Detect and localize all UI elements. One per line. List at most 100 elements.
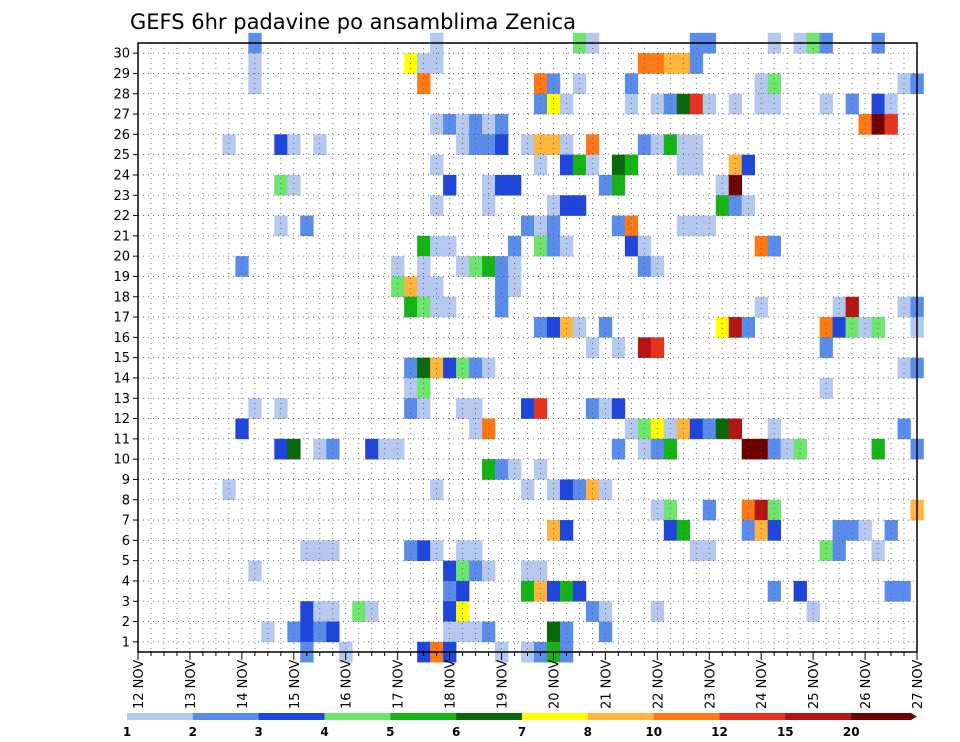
heatmap-cell — [521, 215, 535, 237]
heatmap-cell — [482, 560, 496, 582]
heatmap-cell — [598, 621, 613, 643]
x-axis: 12 NOV 13 NOV 14 NOV 15 NOV 16 NOV 17 NOV 18 N… — [132, 652, 926, 709]
heatmap-cell — [300, 540, 314, 561]
heatmap-cell — [702, 499, 717, 521]
heatmap-cell — [897, 296, 911, 318]
heatmap-cell — [572, 580, 587, 602]
heatmap-cell — [533, 560, 548, 582]
heatmap-cell — [287, 134, 301, 155]
heatmap-cell — [313, 601, 327, 622]
heatmap-cell — [300, 601, 314, 622]
y-tick-label: 12 — [113, 412, 130, 427]
y-tick-label: 30 — [113, 47, 130, 62]
heatmap-cell — [482, 114, 496, 135]
heatmap-cell — [533, 459, 548, 480]
x-tick-label: 26 NOV — [859, 660, 874, 709]
heatmap-cell — [495, 114, 509, 135]
heatmap-cell — [430, 540, 444, 561]
heatmap-cell — [676, 134, 691, 155]
heatmap-cell — [650, 601, 665, 622]
heatmap-cell — [417, 357, 431, 379]
colorbar-label: 12 — [711, 725, 728, 739]
heatmap-cell — [728, 195, 743, 216]
y-tick-label: 19 — [113, 270, 130, 285]
heatmap-cell — [546, 479, 561, 501]
heatmap-cell — [546, 195, 561, 216]
heatmap-cell — [728, 317, 743, 338]
y-tick-label: 21 — [113, 229, 130, 244]
heatmap-cell — [611, 154, 626, 176]
heatmap-cell — [482, 357, 496, 379]
heatmap-cell — [676, 93, 691, 115]
heatmap-cell — [456, 540, 470, 561]
colorbar-label: 8 — [584, 725, 592, 739]
heatmap-cell — [793, 580, 807, 602]
heatmap-cell — [585, 601, 600, 622]
heatmap-cell — [300, 215, 314, 237]
heatmap-cell — [404, 540, 418, 561]
x-tick-label: 19 NOV — [496, 660, 511, 709]
heatmap-cell — [832, 540, 846, 561]
heatmap-cell — [585, 134, 600, 155]
heatmap-cell — [845, 296, 859, 318]
heatmap-cell — [884, 114, 898, 135]
heatmap-cell — [676, 154, 691, 176]
heatmap-cell — [559, 195, 574, 216]
x-tick-label: 27 NOV — [911, 660, 926, 709]
heatmap-cell — [430, 235, 444, 257]
heatmap-cell — [884, 580, 898, 602]
heatmap-cell — [637, 337, 652, 358]
y-tick-label: 5 — [122, 554, 130, 569]
heatmap-cell — [482, 621, 496, 643]
heatmap-cell — [871, 93, 885, 115]
x-tick-label: 20 NOV — [548, 660, 563, 709]
heatmap-cell — [598, 317, 613, 338]
heatmap-cell — [235, 256, 249, 277]
heatmap-cell — [650, 499, 665, 521]
heatmap-cell — [222, 134, 236, 155]
heatmap-cell — [585, 479, 600, 501]
heatmap-cell — [559, 479, 574, 501]
colorbar-label: 20 — [843, 725, 860, 739]
colorbar-swatch — [785, 713, 852, 720]
heatmap-cell — [884, 93, 898, 115]
heatmap-cell — [469, 540, 483, 561]
heatmap-cell — [430, 154, 444, 176]
heatmap-cell — [884, 520, 898, 541]
heatmap-cell — [326, 621, 340, 643]
heatmap-cell — [728, 93, 743, 115]
heatmap-cell — [456, 134, 470, 155]
heatmap-cell — [754, 499, 768, 521]
heatmap-cell — [793, 438, 807, 460]
heatmap-cell — [897, 580, 911, 602]
x-tick-label: 21 NOV — [599, 660, 614, 709]
heatmap-cell — [702, 215, 717, 237]
heatmap-cell — [845, 520, 859, 541]
heatmap-cell — [806, 601, 820, 622]
heatmap-cell — [456, 560, 470, 582]
y-tick-label: 13 — [113, 392, 130, 407]
heatmap-cell — [521, 580, 535, 602]
heatmap-cell — [222, 479, 236, 501]
colorbar-label: 2 — [189, 725, 197, 739]
heatmap-cell — [611, 215, 626, 237]
heatmap-cell — [287, 438, 301, 460]
y-tick-label: 10 — [113, 453, 130, 468]
heatmap-cell — [650, 93, 665, 115]
heatmap-cell — [559, 93, 574, 115]
colorbar-swatch — [653, 713, 720, 720]
heatmap-cell — [702, 540, 717, 561]
heatmap-cell — [391, 438, 405, 460]
heatmap-cell — [508, 174, 522, 196]
colorbar-swatch — [851, 713, 917, 720]
heatmap-cell — [832, 296, 846, 318]
colorbar-label: 3 — [255, 725, 263, 739]
heatmap-cell — [624, 235, 639, 257]
heatmap-cell — [365, 438, 379, 460]
colorbar-label: 15 — [777, 725, 794, 739]
heatmap-cell — [521, 479, 535, 501]
y-tick-label: 1 — [122, 635, 130, 650]
x-tick-label: 23 NOV — [703, 660, 718, 709]
heatmap-cell — [767, 499, 781, 521]
colorbar-swatch — [456, 713, 523, 720]
